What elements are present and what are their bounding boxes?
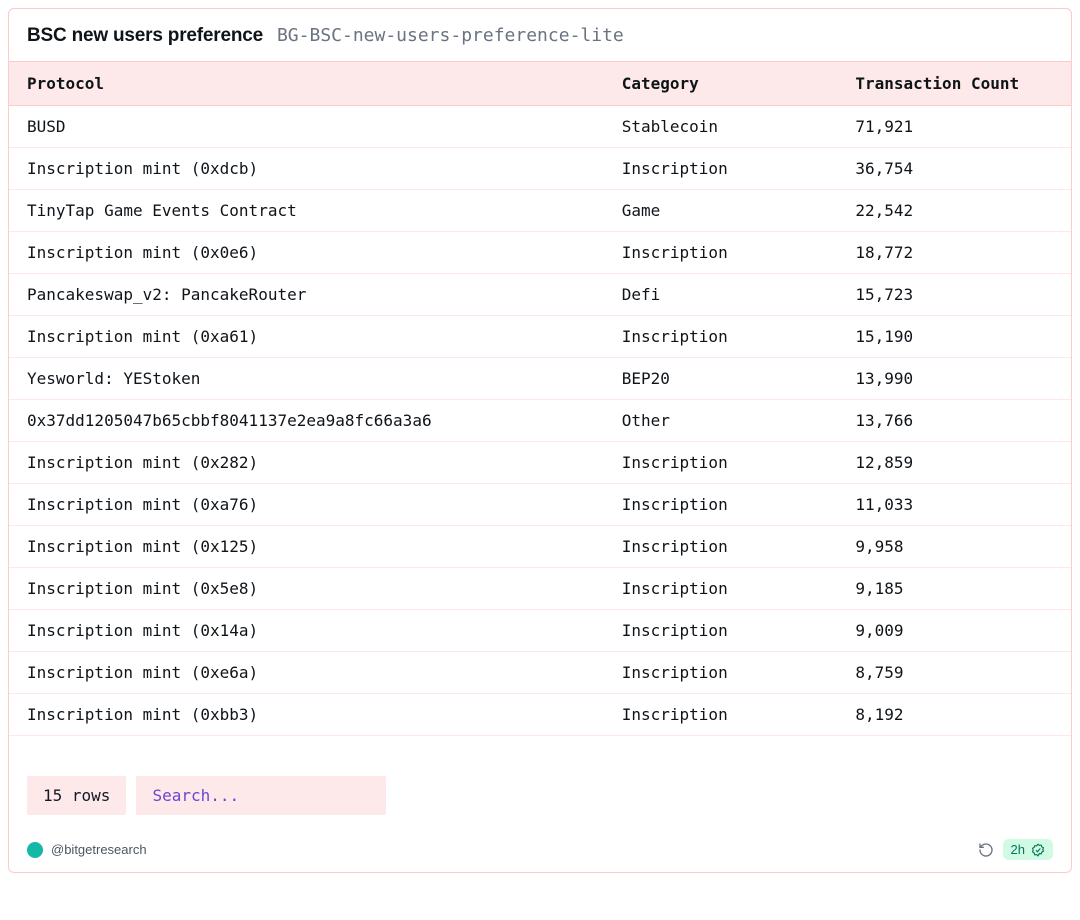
bottom-bar: @bitgetresearch 2h <box>9 829 1071 872</box>
cell-category: Inscription <box>604 148 838 190</box>
table-row[interactable]: Inscription mint (0x5e8)Inscription9,185 <box>9 568 1071 610</box>
cell-protocol: Inscription mint (0xa61) <box>9 316 604 358</box>
cell-protocol: TinyTap Game Events Contract <box>9 190 604 232</box>
card-header: BSC new users preference BG-BSC-new-user… <box>9 9 1071 61</box>
data-table: Protocol Category Transaction Count BUSD… <box>9 61 1071 736</box>
cell-category: Inscription <box>604 316 838 358</box>
cell-category: Inscription <box>604 232 838 274</box>
cell-category: Inscription <box>604 442 838 484</box>
table-row[interactable]: BUSDStablecoin71,921 <box>9 106 1071 148</box>
cell-count: 9,185 <box>837 568 1071 610</box>
card-footer: 15 rows <box>9 736 1071 829</box>
cell-category: Defi <box>604 274 838 316</box>
cell-protocol: Inscription mint (0x125) <box>9 526 604 568</box>
card-subtitle: BG-BSC-new-users-preference-lite <box>277 25 624 46</box>
cell-category: Game <box>604 190 838 232</box>
cell-count: 15,723 <box>837 274 1071 316</box>
table-header-row: Protocol Category Transaction Count <box>9 62 1071 106</box>
cell-count: 18,772 <box>837 232 1071 274</box>
cell-category: Other <box>604 400 838 442</box>
card-title: BSC new users preference <box>27 25 263 47</box>
row-count-pill[interactable]: 15 rows <box>27 776 126 815</box>
cell-count: 22,542 <box>837 190 1071 232</box>
cell-category: Inscription <box>604 652 838 694</box>
cell-count: 8,759 <box>837 652 1071 694</box>
table-row[interactable]: Inscription mint (0xdcb)Inscription36,75… <box>9 148 1071 190</box>
cell-count: 36,754 <box>837 148 1071 190</box>
cell-category: Inscription <box>604 694 838 736</box>
cell-protocol: Inscription mint (0xa76) <box>9 484 604 526</box>
author-handle[interactable]: @bitgetresearch <box>51 842 147 857</box>
table-row[interactable]: Inscription mint (0x125)Inscription9,958 <box>9 526 1071 568</box>
cell-protocol: Inscription mint (0x282) <box>9 442 604 484</box>
cell-count: 13,766 <box>837 400 1071 442</box>
table-row[interactable]: Inscription mint (0xe6a)Inscription8,759 <box>9 652 1071 694</box>
cell-protocol: Inscription mint (0x0e6) <box>9 232 604 274</box>
cell-count: 13,990 <box>837 358 1071 400</box>
cell-count: 8,192 <box>837 694 1071 736</box>
table-row[interactable]: Inscription mint (0x0e6)Inscription18,77… <box>9 232 1071 274</box>
cell-count: 12,859 <box>837 442 1071 484</box>
cell-protocol: Inscription mint (0x14a) <box>9 610 604 652</box>
verified-check-icon <box>1031 843 1045 857</box>
cell-count: 15,190 <box>837 316 1071 358</box>
age-badge[interactable]: 2h <box>1003 839 1053 860</box>
table-row[interactable]: Pancakeswap_v2: PancakeRouterDefi15,723 <box>9 274 1071 316</box>
cell-protocol: Pancakeswap_v2: PancakeRouter <box>9 274 604 316</box>
cell-category: Inscription <box>604 526 838 568</box>
author-avatar-icon[interactable] <box>27 842 43 858</box>
cell-category: Stablecoin <box>604 106 838 148</box>
cell-protocol: BUSD <box>9 106 604 148</box>
cell-protocol: Inscription mint (0xdcb) <box>9 148 604 190</box>
table-row[interactable]: TinyTap Game Events ContractGame22,542 <box>9 190 1071 232</box>
cell-count: 9,009 <box>837 610 1071 652</box>
cell-protocol: Inscription mint (0x5e8) <box>9 568 604 610</box>
col-header-protocol[interactable]: Protocol <box>9 62 604 106</box>
table-row[interactable]: Inscription mint (0xa76)Inscription11,03… <box>9 484 1071 526</box>
data-card: BSC new users preference BG-BSC-new-user… <box>8 8 1072 873</box>
col-header-transaction-count[interactable]: Transaction Count <box>837 62 1071 106</box>
table-row[interactable]: Inscription mint (0xa61)Inscription15,19… <box>9 316 1071 358</box>
refresh-icon[interactable] <box>977 841 995 859</box>
cell-protocol: 0x37dd1205047b65cbbf8041137e2ea9a8fc66a3… <box>9 400 604 442</box>
cell-protocol: Inscription mint (0xe6a) <box>9 652 604 694</box>
table-row[interactable]: Inscription mint (0x282)Inscription12,85… <box>9 442 1071 484</box>
cell-protocol: Yesworld: YEStoken <box>9 358 604 400</box>
search-input[interactable] <box>136 776 386 815</box>
cell-category: Inscription <box>604 610 838 652</box>
col-header-category[interactable]: Category <box>604 62 838 106</box>
table-body: BUSDStablecoin71,921Inscription mint (0x… <box>9 106 1071 736</box>
cell-category: Inscription <box>604 484 838 526</box>
cell-protocol: Inscription mint (0xbb3) <box>9 694 604 736</box>
cell-category: Inscription <box>604 568 838 610</box>
table-row[interactable]: 0x37dd1205047b65cbbf8041137e2ea9a8fc66a3… <box>9 400 1071 442</box>
age-label: 2h <box>1011 842 1025 857</box>
cell-category: BEP20 <box>604 358 838 400</box>
table-row[interactable]: Yesworld: YEStokenBEP2013,990 <box>9 358 1071 400</box>
table-row[interactable]: Inscription mint (0x14a)Inscription9,009 <box>9 610 1071 652</box>
cell-count: 71,921 <box>837 106 1071 148</box>
cell-count: 9,958 <box>837 526 1071 568</box>
table-row[interactable]: Inscription mint (0xbb3)Inscription8,192 <box>9 694 1071 736</box>
cell-count: 11,033 <box>837 484 1071 526</box>
